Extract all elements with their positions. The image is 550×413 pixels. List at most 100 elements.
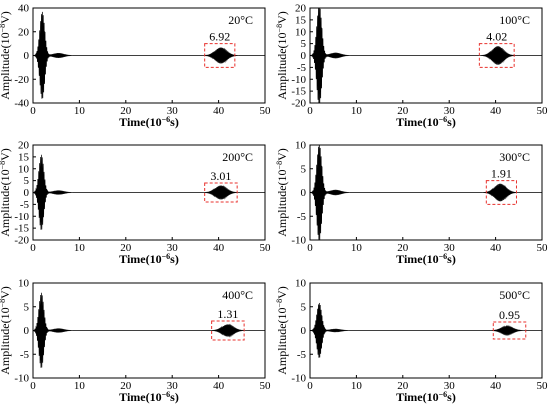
y-tick-label: 5: [301, 301, 307, 313]
y-tick-label: 20: [18, 26, 30, 38]
y-tick-label: -10: [291, 235, 306, 247]
y-tick-label: -15: [291, 86, 306, 98]
x-axis-label: Time(10−6s): [119, 115, 179, 129]
x-axis-label: Time(10−6s): [396, 115, 456, 129]
x-tick-label: 30: [167, 380, 179, 392]
panel-temperature-label: 400°C: [222, 288, 253, 302]
echo-amplitude-label: 3.01: [210, 169, 231, 183]
x-tick-label: 50: [537, 380, 549, 392]
x-tick-label: 20: [120, 380, 132, 392]
y-tick-label: 5: [301, 163, 307, 175]
x-tick-label: 30: [444, 105, 456, 117]
x-tick-label: 40: [213, 380, 225, 392]
y-tick-label: 40: [18, 3, 30, 15]
y-tick-label: 0: [24, 187, 30, 199]
y-tick-label: -5: [20, 349, 30, 361]
y-tick-label: 0: [301, 187, 307, 199]
x-tick-label: 40: [213, 242, 225, 254]
x-tick-label: 10: [351, 105, 363, 117]
y-tick-label: 10: [18, 278, 30, 290]
y-tick-label: -5: [297, 62, 307, 74]
y-tick-label: -10: [14, 211, 29, 223]
y-tick-label: 10: [295, 278, 307, 290]
y-tick-label: 5: [24, 175, 30, 187]
echo-amplitude-label: 4.02: [486, 30, 507, 44]
y-tick-label: -5: [20, 199, 30, 211]
y-tick-label: 15: [295, 14, 307, 26]
chart-panel-2: 0 10 20 30 40 50-20-15-10-505101520Time(10−6s…: [0, 140, 271, 267]
x-tick-label: 30: [167, 242, 179, 254]
y-tick-label: 20: [18, 140, 30, 152]
y-tick-label: 0: [301, 50, 307, 62]
y-tick-label: 0: [301, 325, 307, 337]
y-tick-label: -20: [14, 235, 29, 247]
y-tick-label: -10: [291, 74, 306, 86]
x-tick-label: 20: [120, 242, 132, 254]
chart-panel-1: 0 10 20 30 40 50-20-15-10-505101520Time(10−6s…: [275, 3, 548, 130]
echo-highlight-box: [492, 321, 527, 340]
x-tick-label: 20: [120, 105, 132, 117]
waveform-series: [310, 302, 542, 358]
x-tick-label: 30: [167, 105, 179, 117]
x-tick-label: 50: [260, 105, 272, 117]
x-tick-label: 50: [260, 242, 272, 254]
x-tick-label: 0: [30, 380, 36, 392]
echo-highlight-box: [211, 320, 245, 341]
y-tick-label: -40: [14, 98, 29, 110]
x-axis-label: Time(10−6s): [396, 252, 456, 266]
waveform-series: [32, 154, 265, 230]
x-tick-label: 30: [444, 380, 456, 392]
x-tick-label: 0: [307, 380, 313, 392]
x-tick-label: 0: [30, 242, 36, 254]
x-tick-label: 30: [444, 242, 456, 254]
y-tick-label: 0: [24, 50, 30, 62]
echo-amplitude-label: 1.31: [217, 307, 238, 321]
x-tick-label: 10: [351, 242, 363, 254]
y-tick-label: 10: [295, 26, 307, 38]
x-tick-label: 10: [74, 380, 86, 392]
y-tick-label: -20: [14, 74, 29, 86]
y-tick-label: 20: [295, 3, 307, 15]
x-axis-label: Time(10−6s): [396, 390, 456, 404]
panel-temperature-label: 200°C: [222, 150, 253, 164]
chart-panel-5: 0 10 20 30 40 50 -10 -5 0 5 10 Time(10−6s) Amplitude…: [275, 278, 548, 405]
panel-temperature-label: 100°C: [499, 13, 530, 27]
y-tick-label: -5: [297, 349, 307, 361]
waveform-series: [309, 7, 542, 104]
y-axis-label: Amplitude(10−8V): [0, 11, 12, 100]
waveform-series: [309, 144, 542, 241]
x-tick-label: 40: [490, 105, 502, 117]
y-tick-label: -20: [291, 98, 306, 110]
y-tick-label: 5: [24, 301, 30, 313]
x-tick-label: 50: [537, 242, 549, 254]
echo-amplitude-label: 0.95: [499, 308, 520, 322]
panel-temperature-label: 300°C: [499, 150, 530, 164]
x-tick-label: 50: [537, 105, 549, 117]
y-tick-label: -10: [291, 373, 306, 385]
panel-temperature-label: 20°C: [228, 13, 253, 27]
y-tick-label: 15: [18, 151, 30, 163]
waveform-series: [32, 11, 265, 99]
x-axis-label: Time(10−6s): [119, 390, 179, 404]
x-tick-label: 50: [260, 380, 272, 392]
x-tick-label: 20: [397, 105, 409, 117]
y-axis-label: Amplitude(10−8V): [0, 286, 12, 375]
y-axis-label: Amplitude(10−8V): [275, 11, 289, 100]
y-axis-label: Amplitude(10−8V): [275, 148, 289, 237]
echo-amplitude-label: 6.92: [209, 30, 230, 44]
panel-temperature-label: 500°C: [499, 288, 530, 302]
y-tick-label: -5: [297, 211, 307, 223]
x-tick-label: 10: [351, 380, 363, 392]
y-tick-label: -15: [14, 223, 29, 235]
x-tick-label: 40: [490, 242, 502, 254]
chart-panel-3: 0 10 20 30 40 50 -10 -5 0 5 10 Time(10−6s) Amplitude…: [275, 140, 548, 267]
x-tick-label: 10: [74, 105, 86, 117]
y-tick-label: 10: [18, 163, 30, 175]
echo-highlight-box: [478, 43, 515, 68]
chart-panel-4: 0 10 20 30 40 50 -10 -5 0 5 10 Time(10−6s) Amplitude…: [0, 278, 271, 405]
chart-panel-0: 0 10 20 30 40 50 -40 -20 0 20 40 Time(10−6s) Amplitu…: [0, 3, 271, 130]
y-tick-label: -10: [14, 373, 29, 385]
y-axis-label: Amplitude(10−8V): [0, 148, 12, 237]
echo-amplitude-label: 1.91: [491, 167, 512, 181]
y-axis-label: Amplitude(10−8V): [275, 286, 289, 375]
